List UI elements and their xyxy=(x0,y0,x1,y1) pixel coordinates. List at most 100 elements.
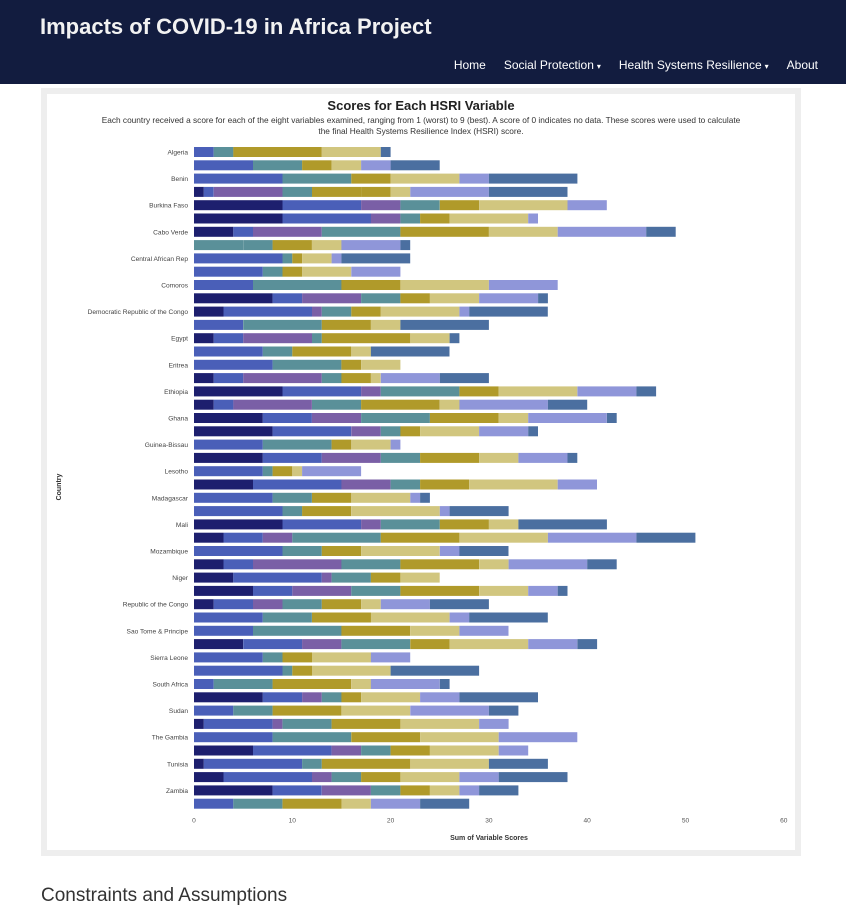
bar-segment-row-31-seg-0 xyxy=(194,559,224,570)
bar-segment-row-15-seg-0 xyxy=(194,346,263,357)
bar-segment-row-1-seg-3 xyxy=(331,160,362,171)
bar-segment-row-14-seg-5 xyxy=(410,333,450,344)
bar-segment-row-10-seg-2 xyxy=(341,280,401,290)
bar-segment-row-16-seg-2 xyxy=(341,359,362,370)
y-tick-label: Madagascar xyxy=(152,495,189,502)
bar-segment-row-19-seg-2 xyxy=(233,399,312,410)
bar-segment-row-41-seg-2 xyxy=(302,692,322,703)
y-tick-label: Central African Rep xyxy=(131,256,189,263)
bar-segment-row-20-seg-4 xyxy=(429,413,499,423)
bar-segment-row-34-seg-2 xyxy=(253,599,283,610)
bar-segment-row-47-seg-0 xyxy=(194,772,224,783)
bar-segment-row-42-seg-0 xyxy=(194,705,234,716)
nav-social-protection[interactable]: Social Protection ▾ xyxy=(504,58,601,72)
bar-segment-row-37-seg-1 xyxy=(243,639,303,650)
bar-segment-row-15-seg-1 xyxy=(262,346,293,357)
y-tick-label: Comoros xyxy=(161,283,188,290)
bar-segment-row-12-seg-4 xyxy=(351,306,381,317)
bar-segment-row-28-seg-1 xyxy=(282,519,362,530)
nav-about[interactable]: About xyxy=(787,58,818,72)
bar-segment-row-25-seg-6 xyxy=(557,479,597,490)
x-axis-label: Sum of Variable Scores xyxy=(450,835,528,842)
bar-segment-row-47-seg-7 xyxy=(498,772,568,783)
bar-segment-row-7-seg-0 xyxy=(194,240,244,251)
bar-segment-row-27-seg-5 xyxy=(449,506,509,517)
bar-segment-row-46-seg-2 xyxy=(302,758,322,769)
bar-segment-row-16-seg-0 xyxy=(194,359,273,370)
bar-segment-row-11-seg-2 xyxy=(302,293,362,304)
bar-segment-row-38-seg-0 xyxy=(194,652,263,663)
bar-segment-row-33-seg-5 xyxy=(479,585,529,596)
bar-segment-row-33-seg-0 xyxy=(194,585,253,596)
nav-health-systems-resilience[interactable]: Health Systems Resilience ▾ xyxy=(619,58,769,72)
bar-segment-row-31-seg-4 xyxy=(400,559,479,570)
bar-segment-row-26-seg-2 xyxy=(312,492,352,503)
bar-segment-row-43-seg-5 xyxy=(400,718,479,729)
bar-segment-row-38-seg-2 xyxy=(282,652,312,663)
bar-segment-row-46-seg-1 xyxy=(203,758,303,769)
bar-segment-row-3-seg-5 xyxy=(361,186,391,197)
bar-segment-row-35-seg-5 xyxy=(469,612,548,623)
bar-segment-row-3-seg-0 xyxy=(194,186,204,197)
bar-segment-row-33-seg-4 xyxy=(400,585,479,596)
bar-segment-row-17-seg-5 xyxy=(370,373,381,384)
bar-segment-row-17-seg-7 xyxy=(439,373,489,384)
bar-segment-row-39-seg-1 xyxy=(282,665,293,676)
bar-segment-row-17-seg-6 xyxy=(380,373,440,384)
bar-segment-row-41-seg-6 xyxy=(420,692,460,703)
site-brand[interactable]: Impacts of COVID-19 in Africa Project xyxy=(40,14,432,39)
y-tick-label: Ethiopia xyxy=(164,389,188,396)
bars-group xyxy=(194,147,696,809)
bar-segment-row-41-seg-0 xyxy=(194,692,263,703)
bar-segment-row-16-seg-1 xyxy=(272,359,342,370)
bar-segment-row-17-seg-0 xyxy=(194,373,214,384)
bar-segment-row-3-seg-1 xyxy=(203,186,214,197)
bar-segment-row-26-seg-0 xyxy=(194,492,273,503)
hsri-stacked-bar-chart: Scores for Each HSRI Variable Each count… xyxy=(56,98,788,842)
bar-segment-row-3-seg-6 xyxy=(390,186,411,197)
bar-segment-row-29-seg-3 xyxy=(292,532,381,543)
y-tick-label: Mali xyxy=(176,522,189,529)
bar-segment-row-37-seg-4 xyxy=(410,639,450,650)
bar-segment-row-7-seg-3 xyxy=(312,240,342,251)
bar-segment-row-18-seg-5 xyxy=(498,386,578,397)
bar-segment-row-23-seg-6 xyxy=(518,452,568,463)
bar-segment-row-10-seg-4 xyxy=(488,280,558,290)
bar-segment-row-20-seg-0 xyxy=(194,413,263,423)
bar-segment-row-4-seg-6 xyxy=(567,200,607,211)
bar-segment-row-33-seg-6 xyxy=(528,585,558,596)
bar-segment-row-9-seg-4 xyxy=(351,266,401,277)
y-tick-label: Sierra Leone xyxy=(150,655,188,662)
bar-segment-row-18-seg-4 xyxy=(459,386,499,397)
bar-segment-row-44-seg-3 xyxy=(420,732,499,743)
bar-segment-row-43-seg-6 xyxy=(479,718,509,729)
bar-segment-row-37-seg-5 xyxy=(449,639,529,650)
bar-segment-row-2-seg-1 xyxy=(282,173,352,184)
bar-segment-row-33-seg-3 xyxy=(351,585,401,596)
bar-segment-row-20-seg-6 xyxy=(528,413,607,423)
bar-segment-row-37-seg-6 xyxy=(528,639,578,650)
bar-segment-row-4-seg-5 xyxy=(479,200,568,211)
bar-segment-row-37-seg-0 xyxy=(194,639,244,650)
nav-home[interactable]: Home xyxy=(454,58,486,72)
bar-segment-row-18-seg-1 xyxy=(282,386,362,397)
bar-segment-row-0-seg-3 xyxy=(321,147,381,157)
bar-segment-row-8-seg-0 xyxy=(194,253,283,264)
bar-segment-row-48-seg-4 xyxy=(400,785,430,796)
bar-segment-row-24-seg-4 xyxy=(302,466,362,477)
bar-segment-row-25-seg-1 xyxy=(253,479,342,490)
bar-segment-row-4-seg-4 xyxy=(439,200,480,211)
bar-segment-row-21-seg-7 xyxy=(528,426,538,437)
y-tick-label: Republic of the Congo xyxy=(123,602,189,609)
bar-segment-row-18-seg-6 xyxy=(577,386,637,397)
bar-segment-row-21-seg-3 xyxy=(380,426,401,437)
bar-segment-row-26-seg-5 xyxy=(420,492,430,503)
y-tick-label: Egypt xyxy=(171,336,188,343)
bar-segment-row-11-seg-7 xyxy=(538,293,548,304)
bar-segment-row-48-seg-1 xyxy=(272,785,322,796)
bar-segment-row-29-seg-5 xyxy=(459,532,548,543)
bar-segment-row-26-seg-3 xyxy=(351,492,411,503)
bar-segment-row-24-seg-0 xyxy=(194,466,263,477)
bar-segment-row-31-seg-3 xyxy=(341,559,401,570)
bar-segment-row-40-seg-1 xyxy=(213,679,273,689)
